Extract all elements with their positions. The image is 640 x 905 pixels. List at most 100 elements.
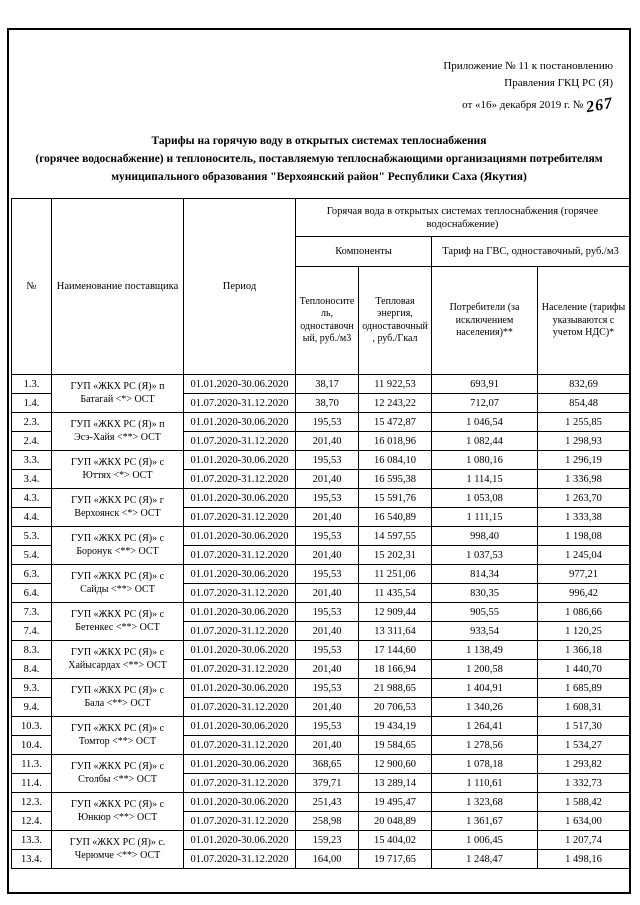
cell-population: 1 440,70 [537, 659, 630, 680]
cell-row-number: 4.4. [11, 507, 52, 528]
cell-row-number: 4.3. [11, 488, 52, 509]
cell-row-number: 7.4. [11, 621, 52, 642]
table-row: 9.3. ГУП «ЖКХ РС (Я)» с Бала <**> ОСТ 01.01… [11, 678, 630, 718]
cell-population: 1 534,27 [537, 735, 630, 756]
cell-population: 854,48 [537, 393, 630, 414]
cell-consumers: 1 110,61 [431, 773, 538, 794]
cell-heat-carrier: 164,00 [295, 849, 359, 870]
cell-heat-carrier: 195,53 [295, 488, 359, 509]
header-heat-carrier: Теплоноситель, одноставочный, руб./м3 [295, 266, 359, 376]
cell-supplier: ГУП «ЖКХ РС (Я)» с Столбы <**> ОСТ [51, 754, 184, 794]
supplier-line-2: Бетенкес <**> ОСТ [75, 621, 160, 633]
cell-consumers: 1 200,58 [431, 659, 538, 680]
cell-heat-carrier: 195,53 [295, 716, 359, 737]
cell-heat-carrier: 195,53 [295, 678, 359, 699]
supplier-line-2: Столбы <**> ОСТ [78, 773, 157, 785]
cell-consumers: 1 037,53 [431, 545, 538, 566]
cell-population: 1 336,98 [537, 469, 630, 490]
cell-row-number: 13.3. [11, 830, 52, 851]
cell-heat-energy: 20 048,89 [358, 811, 432, 832]
appendix-line-3: от «16» декабря 2019 г. № 267 [9, 92, 614, 117]
cell-period: 01.07.2020-31.12.2020 [183, 393, 296, 414]
cell-consumers: 1 248,47 [431, 849, 538, 870]
supplier-line-1: ГУП «ЖКХ РС (Я)» с. [69, 837, 166, 849]
cell-heat-carrier: 195,53 [295, 602, 359, 623]
header-group-hot-water: Горячая вода в открытых системах теплосн… [295, 198, 630, 238]
cell-supplier: ГУП «ЖКХ РС (Я)» п Эсэ-Хайя <**> ОСТ [51, 412, 184, 452]
table-row: 10.3. ГУП «ЖКХ РС (Я)» с Томтор <**> ОСТ 01… [11, 716, 630, 756]
cell-row-number: 12.3. [11, 792, 52, 813]
cell-supplier: ГУП «ЖКХ РС (Я)» г Верхоянск <*> ОСТ [51, 488, 184, 528]
cell-row-number: 11.4. [11, 773, 52, 794]
table-row: 2.3. ГУП «ЖКХ РС (Я)» п Эсэ-Хайя <**> ОСТ 0… [11, 412, 630, 452]
cell-period: 01.01.2020-30.06.2020 [183, 830, 296, 851]
cell-period: 01.07.2020-31.12.2020 [183, 583, 296, 604]
supplier-line-1: ГУП «ЖКХ РС (Я)» с [70, 799, 165, 811]
cell-supplier: ГУП «ЖКХ РС (Я)» с Бала <**> ОСТ [51, 678, 184, 718]
supplier-line-1: ГУП «ЖКХ РС (Я)» с [70, 571, 165, 583]
supplier-line-2: Батагай <*> ОСТ [80, 393, 155, 405]
header-components: Компоненты [295, 236, 432, 268]
header-supplier: Наименование поставщика [51, 198, 184, 376]
cell-row-number: 6.4. [11, 583, 52, 604]
cell-period: 01.01.2020-30.06.2020 [183, 412, 296, 433]
cell-period: 01.07.2020-31.12.2020 [183, 773, 296, 794]
cell-consumers: 1 080,16 [431, 450, 538, 471]
cell-row-number: 6.3. [11, 564, 52, 585]
cell-consumers: 1 404,91 [431, 678, 538, 699]
cell-population: 1 198,08 [537, 526, 630, 547]
table-row: 12.3. ГУП «ЖКХ РС (Я)» с Юнкюр <**> ОСТ 01.… [11, 792, 630, 832]
cell-population: 1 255,85 [537, 412, 630, 433]
cell-row-number: 10.3. [11, 716, 52, 737]
cell-heat-carrier: 195,53 [295, 526, 359, 547]
cell-row-number: 1.3. [11, 374, 52, 395]
cell-heat-energy: 11 435,54 [358, 583, 432, 604]
cell-period: 01.07.2020-31.12.2020 [183, 621, 296, 642]
cell-population: 1 293,82 [537, 754, 630, 775]
cell-population: 977,21 [537, 564, 630, 585]
cell-period: 01.01.2020-30.06.2020 [183, 564, 296, 585]
table-row: 5.3. ГУП «ЖКХ РС (Я)» с Боронук <**> ОСТ 01… [11, 526, 630, 566]
cell-consumers: 1 264,41 [431, 716, 538, 737]
cell-heat-carrier: 195,53 [295, 450, 359, 471]
cell-heat-energy: 21 988,65 [358, 678, 432, 699]
cell-period: 01.07.2020-31.12.2020 [183, 659, 296, 680]
cell-heat-carrier: 251,43 [295, 792, 359, 813]
cell-period: 01.01.2020-30.06.2020 [183, 678, 296, 699]
table-row: 13.3. ГУП «ЖКХ РС (Я)» с. Черюмче <**> ОСТ… [11, 830, 630, 870]
cell-heat-carrier: 201,40 [295, 659, 359, 680]
tariff-table-body: 1.3. ГУП «ЖКХ РС (Я)» п Батагай <*> ОСТ 01.… [11, 374, 630, 870]
cell-period: 01.07.2020-31.12.2020 [183, 469, 296, 490]
appendix-block: Приложение № 11 к постановлению Правлени… [9, 58, 614, 117]
cell-population: 1 298,93 [537, 431, 630, 452]
table-row: 11.3. ГУП «ЖКХ РС (Я)» с Столбы <**> ОСТ 01… [11, 754, 630, 794]
cell-population: 1 086,66 [537, 602, 630, 623]
cell-supplier: ГУП «ЖКХ РС (Я)» с Юттях <*> ОСТ [51, 450, 184, 490]
header-period: Период [183, 198, 296, 376]
cell-row-number: 7.3. [11, 602, 52, 623]
document-title: Тарифы на горячую воду в открытых систем… [13, 133, 625, 186]
cell-consumers: 1 340,26 [431, 697, 538, 718]
cell-supplier: ГУП «ЖКХ РС (Я)» с. Черюмче <**> ОСТ [51, 830, 184, 870]
cell-supplier: ГУП «ЖКХ РС (Я)» с Юнкюр <**> ОСТ [51, 792, 184, 832]
cell-heat-carrier: 201,40 [295, 507, 359, 528]
cell-population: 1 296,19 [537, 450, 630, 471]
cell-heat-energy: 15 202,31 [358, 545, 432, 566]
cell-heat-energy: 11 922,53 [358, 374, 432, 395]
title-line-3: муниципального образования "Верхоянский … [111, 170, 527, 183]
supplier-line-2: Бала <**> ОСТ [84, 697, 151, 709]
cell-consumers: 1 111,15 [431, 507, 538, 528]
cell-heat-carrier: 201,40 [295, 583, 359, 604]
table-row: 6.3. ГУП «ЖКХ РС (Я)» с Сайды <**> ОСТ 01.0… [11, 564, 630, 604]
cell-population: 1 608,31 [537, 697, 630, 718]
table-row: 7.4. 01.07.2020-31.12.2020 201,40 13 311,64… [11, 621, 630, 642]
cell-supplier: ГУП «ЖКХ РС (Я)» с Бетенкес <**> ОСТ [51, 602, 184, 642]
cell-period: 01.01.2020-30.06.2020 [183, 640, 296, 661]
header-gvs-tariff: Тариф на ГВС, одноставочный, руб./м3 [431, 236, 630, 268]
cell-heat-energy: 15 591,76 [358, 488, 432, 509]
table-row: 3.3. ГУП «ЖКХ РС (Я)» с Юттях <*> ОСТ 01.01… [11, 450, 630, 490]
cell-row-number: 8.3. [11, 640, 52, 661]
cell-population: 832,69 [537, 374, 630, 395]
supplier-line-2: Томтор <**> ОСТ [78, 735, 157, 747]
cell-period: 01.07.2020-31.12.2020 [183, 431, 296, 452]
